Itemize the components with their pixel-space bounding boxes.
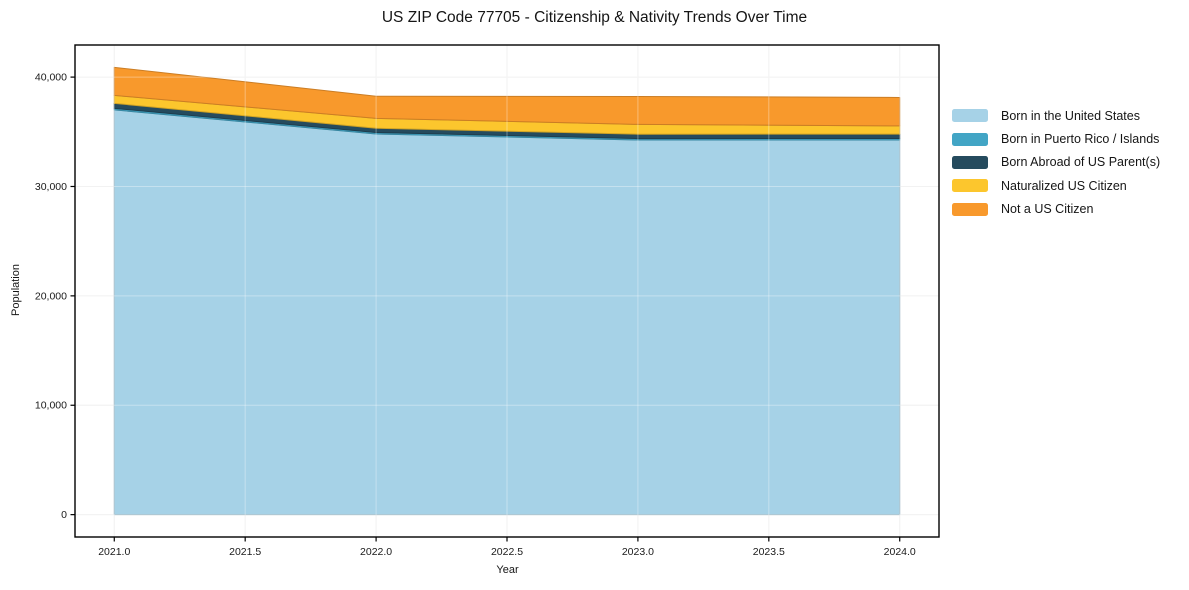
legend-label: Born in the United States [1001, 108, 1140, 123]
x-tick-label: 2022.5 [491, 546, 523, 558]
chart-title: US ZIP Code 77705 - Citizenship & Nativi… [381, 9, 808, 26]
legend-label: Born in Puerto Rico / Islands [1001, 132, 1160, 147]
x-tick-label: 2022.0 [360, 546, 392, 558]
y-tick-label: 40,000 [35, 72, 67, 84]
x-tick-label: 2021.5 [229, 546, 261, 558]
y-tick-label: 10,000 [35, 400, 67, 412]
legend-label: Born Abroad of US Parent(s) [1001, 155, 1161, 170]
legend-item-born-in-puerto-rico-islands: Born in Puerto Rico / Islands [952, 127, 1160, 150]
legend-item-naturalized-us-citizen: Naturalized US Citizen [952, 174, 1160, 197]
ticks: 2021.0 2021.5 2022.0 2022.5 2023.0 2023.5 2024… [35, 72, 916, 558]
legend-swatch-naturalized-us-citizen [952, 179, 988, 193]
legend: Born in the United States Born in Puerto … [952, 104, 1160, 221]
x-axis-label: Year [496, 564, 519, 576]
legend-swatch-born-in-puerto-rico-islands [952, 132, 988, 146]
area-not-a-us-citizen [113, 66, 901, 127]
x-tick-label: 2024.0 [884, 546, 916, 558]
areas [113, 66, 901, 516]
y-axis-label: Population [10, 264, 22, 316]
legend-swatch-born-abroad-of-us-parent-s [952, 155, 988, 169]
legend-item-not-a-us-citizen: Not a US Citizen [952, 198, 1160, 221]
y-tick-label: 0 [61, 509, 67, 521]
x-tick-label: 2023.0 [622, 546, 654, 558]
legend-label: Naturalized US Citizen [1001, 178, 1127, 193]
legend-label: Not a US Citizen [1001, 202, 1094, 217]
x-tick-label: 2021.0 [98, 546, 130, 558]
y-tick-label: 20,000 [35, 290, 67, 302]
legend-item-born-in-the-united-states: Born in the United States [952, 104, 1160, 127]
legend-swatch-not-a-us-citizen [952, 202, 988, 216]
grid-overlay [75, 45, 939, 537]
x-tick-label: 2023.5 [753, 546, 785, 558]
legend-item-born-abroad-of-us-parent-s: Born Abroad of US Parent(s) [952, 151, 1160, 174]
legend-swatch-born-in-the-united-states [952, 109, 988, 123]
y-tick-label: 30,000 [35, 181, 67, 193]
